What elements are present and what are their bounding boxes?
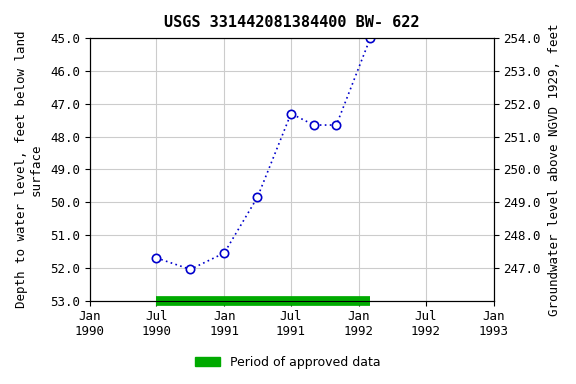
- Title: USGS 331442081384400 BW- 622: USGS 331442081384400 BW- 622: [164, 15, 419, 30]
- Y-axis label: Groundwater level above NGVD 1929, feet: Groundwater level above NGVD 1929, feet: [548, 23, 561, 316]
- Legend: Period of approved data: Period of approved data: [190, 351, 386, 374]
- Y-axis label: Depth to water level, feet below land
surface: Depth to water level, feet below land su…: [15, 31, 43, 308]
